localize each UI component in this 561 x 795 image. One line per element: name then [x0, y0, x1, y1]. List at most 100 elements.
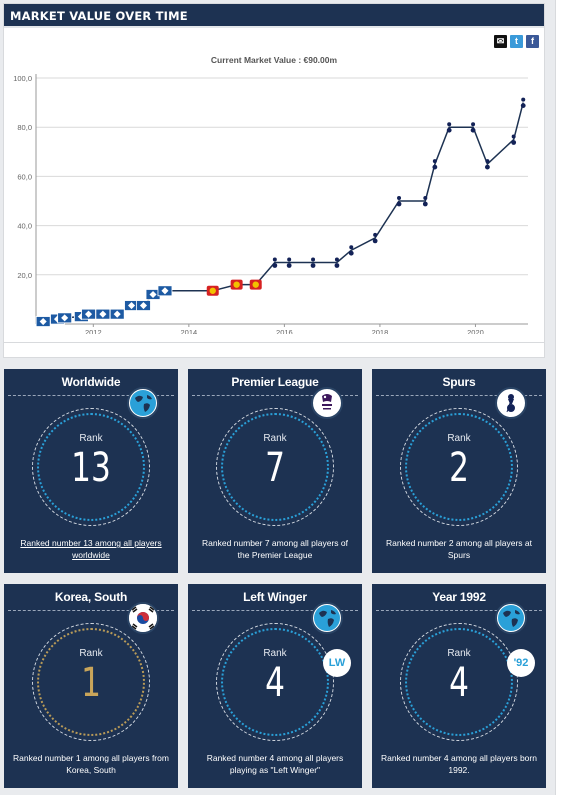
- rank-card-worldwide[interactable]: Worldwide Rank 13 Ranked number 13 among…: [4, 369, 178, 573]
- rank-number: 1: [81, 660, 101, 706]
- rank-label: Rank: [447, 433, 471, 444]
- data-point-spurs-ball: [511, 140, 517, 145]
- data-point-hsv-diamond: [161, 287, 169, 295]
- y-tick-label: 40,0: [17, 222, 32, 231]
- card-description: Ranked number 4 among all players born 1…: [381, 753, 537, 775]
- card-title: Korea, South: [54, 590, 128, 604]
- right-sidebar-edge: [555, 0, 561, 795]
- card-description: Ranked number 2 among all players at Spu…: [386, 538, 532, 560]
- rank-ring-inner: [37, 628, 145, 736]
- data-point-hsv-diamond: [139, 302, 148, 310]
- globe-icon: [495, 602, 527, 634]
- card-title: Worldwide: [61, 375, 121, 389]
- rank-label: Rank: [79, 648, 103, 659]
- current-market-value: Current Market Value : €90.00m: [210, 55, 338, 65]
- data-point-spurs-ball: [422, 201, 428, 207]
- data-point-spurs-ball: [310, 263, 316, 268]
- rank-ring-outer: [216, 623, 334, 741]
- y-tick-label: 80,0: [17, 123, 32, 132]
- rank-ring-outer: [32, 623, 150, 741]
- data-point-hsv-diamond: [85, 310, 93, 318]
- card-description: Ranked number 4 among all players playin…: [206, 753, 344, 775]
- rank-ring-inner: [221, 628, 329, 736]
- data-point-leverkusen-center: [252, 281, 259, 288]
- x-tick-label: 2012: [85, 328, 102, 334]
- rank-card-left-winger[interactable]: Left Winger Rank 4 LW Ranked number 4 am…: [188, 584, 362, 788]
- rank-ring-outer: [216, 408, 334, 526]
- data-point-spurs-ball: [446, 127, 452, 133]
- data-point-spurs-ball: [520, 103, 526, 108]
- data-point-spurs-ball: [372, 238, 378, 244]
- data-point-hsv-diamond: [99, 310, 107, 318]
- data-point-hsv-diamond: [127, 302, 136, 310]
- card-description[interactable]: Ranked number 13 among all players world…: [20, 538, 162, 560]
- data-point-spurs-cockerel: [373, 232, 378, 237]
- data-point-spurs-cockerel: [432, 159, 437, 164]
- share-facebook-icon[interactable]: f: [526, 35, 539, 48]
- data-point-spurs-ball: [272, 263, 278, 268]
- rank-card-korea-south[interactable]: Korea, South Rank 1 Ranked number 1 amon…: [4, 584, 178, 788]
- data-point-spurs-cockerel: [349, 245, 354, 250]
- data-point-hsv-diamond: [149, 290, 157, 299]
- korea-flag-icon: [127, 602, 159, 634]
- share-mail-icon[interactable]: ✉: [494, 35, 507, 48]
- rank-number: 4: [265, 660, 285, 706]
- data-point-leverkusen-center: [209, 287, 216, 294]
- card-divider: [192, 395, 358, 396]
- position-badge: LW: [323, 649, 351, 677]
- data-point-spurs-cockerel: [423, 196, 428, 200]
- rank-ring-outer: [32, 408, 150, 526]
- data-point-spurs-ball: [470, 127, 476, 133]
- data-point-spurs-ball: [286, 263, 292, 268]
- y-tick-label: 20,0: [17, 271, 32, 280]
- globe-icon: [127, 387, 159, 419]
- rank-ring-outer: [400, 408, 518, 526]
- rank-number: 7: [265, 445, 285, 491]
- rank-ring-outer: [400, 623, 518, 741]
- spurs-crest-icon: [495, 387, 527, 419]
- card-description: Ranked number 7 among all players of the…: [202, 538, 348, 560]
- globe-icon: [311, 602, 343, 634]
- series-line: [43, 102, 524, 323]
- premier-league-logo-icon: [311, 387, 343, 419]
- data-point-hsv-diamond: [113, 310, 121, 318]
- data-point-hsv-diamond: [61, 314, 69, 322]
- rank-number: 13: [71, 445, 111, 491]
- card-title: Year 1992: [432, 590, 486, 604]
- card-divider: [376, 395, 542, 396]
- rank-ring-inner: [221, 413, 329, 521]
- rank-ring-inner: [405, 413, 513, 521]
- data-point-spurs-cockerel: [397, 196, 402, 200]
- year-badge: '92: [507, 649, 535, 677]
- data-point-spurs-cockerel: [287, 257, 292, 262]
- rank-card-premier-league[interactable]: Premier League Rank 7 Ranked number 7 am…: [188, 369, 362, 573]
- share-twitter-icon[interactable]: t: [510, 35, 523, 48]
- data-point-spurs-cockerel: [311, 257, 316, 262]
- data-point-spurs-cockerel: [485, 159, 490, 164]
- data-point-spurs-cockerel: [521, 97, 526, 102]
- rank-label: Rank: [79, 433, 103, 444]
- y-tick-label: 60,0: [17, 172, 32, 181]
- rank-label: Rank: [447, 648, 471, 659]
- x-tick-label: 2016: [276, 328, 293, 334]
- chart-header-title: MARKET VALUE OVER TIME: [10, 9, 188, 23]
- data-point-spurs-ball: [396, 201, 402, 207]
- rank-number: 4: [449, 660, 469, 706]
- rank-card-year-1992[interactable]: Year 1992 Rank 4 '92 Ranked number 4 amo…: [372, 584, 546, 788]
- card-title: Premier League: [231, 375, 319, 389]
- data-point-spurs-cockerel: [334, 257, 339, 262]
- card-divider: [376, 610, 542, 611]
- x-tick-label: 2018: [372, 328, 389, 334]
- card-divider: [8, 610, 174, 611]
- chart-header: MARKET VALUE OVER TIME: [4, 4, 544, 28]
- rank-card-spurs[interactable]: Spurs Rank 2 Ranked number 2 among all p…: [372, 369, 546, 573]
- rank-ring-inner: [405, 628, 513, 736]
- card-divider: [192, 610, 358, 611]
- data-point-spurs-ball: [334, 263, 340, 268]
- data-point-spurs-ball: [432, 164, 438, 170]
- y-tick-label: 100,0: [13, 74, 32, 83]
- card-divider: [8, 395, 174, 396]
- x-tick-label: 2020: [467, 328, 484, 334]
- rank-label: Rank: [263, 648, 287, 659]
- market-value-chart-panel: MARKET VALUE OVER TIME ✉ t f Current Mar…: [3, 3, 545, 358]
